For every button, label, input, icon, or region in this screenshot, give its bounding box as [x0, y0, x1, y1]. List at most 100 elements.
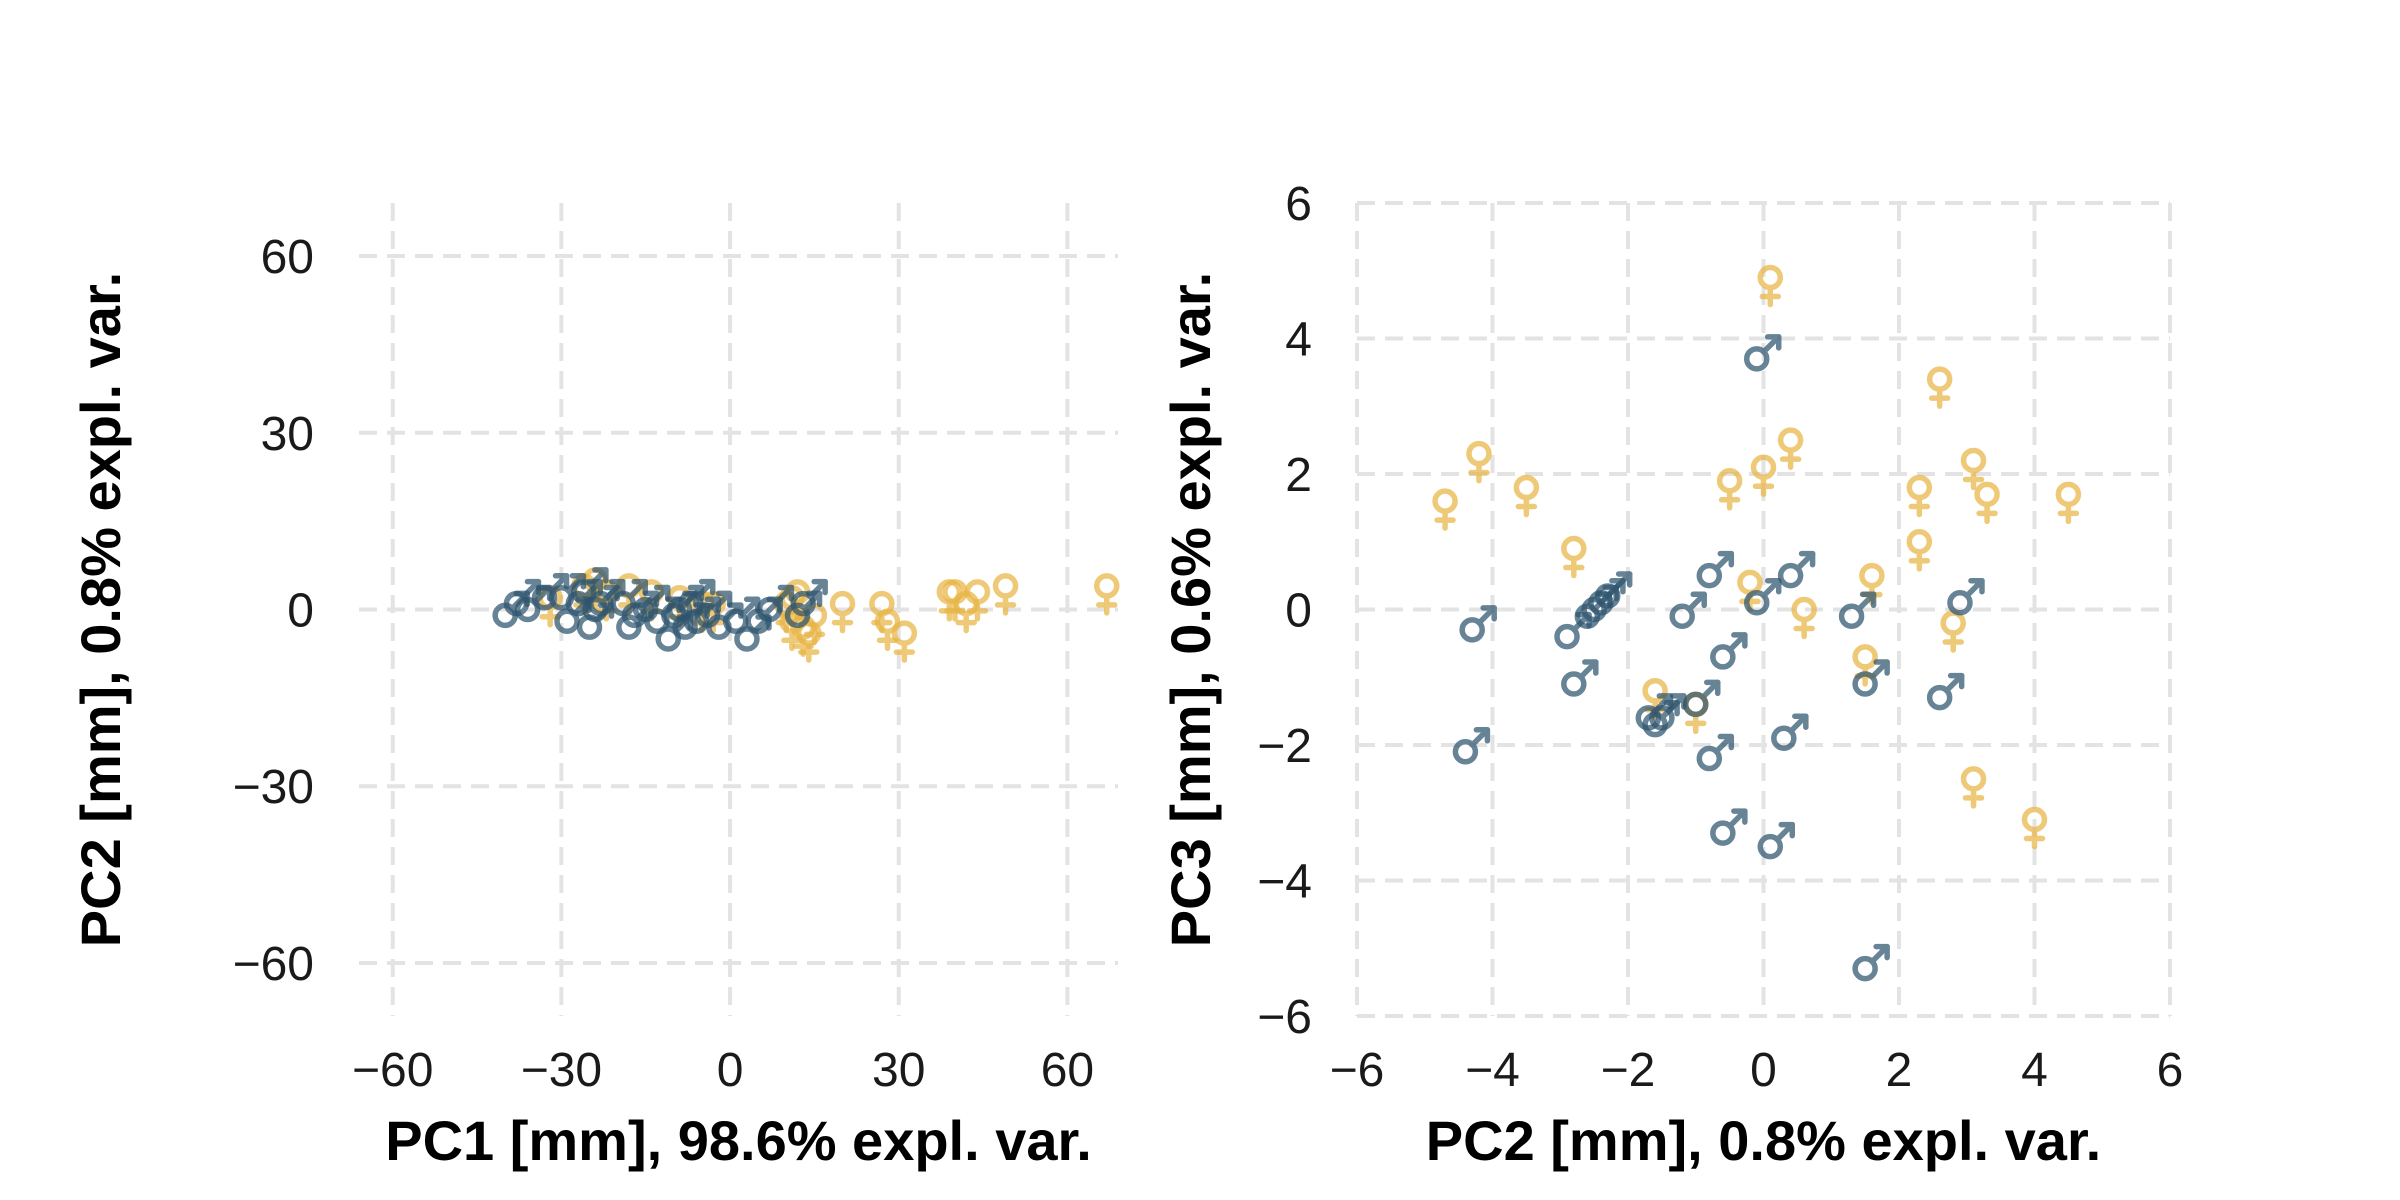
- male-point-0-8_0-5: [1696, 550, 1735, 589]
- female-point-0-1_4-9: [1757, 264, 1784, 308]
- y-tick-label: −60: [233, 938, 314, 991]
- male-symbol-arrow-head: [1731, 632, 1748, 649]
- male-series: [1452, 334, 1985, 982]
- male-symbol-arrow-head: [1615, 571, 1633, 588]
- male-symbol-icon: [1459, 617, 1485, 643]
- y-tick-label: 0: [1285, 585, 1312, 638]
- male-symbol-arrow-head: [1582, 659, 1599, 676]
- male-symbol-icon: [1696, 745, 1723, 772]
- male-symbol-arrow-head: [1873, 659, 1890, 676]
- y-tick-label: −30: [233, 761, 314, 814]
- female-symbol-icon: [992, 573, 1019, 599]
- x-tick-label: −4: [1465, 1044, 1520, 1097]
- male-symbol-arrow-head: [552, 572, 570, 590]
- y-tick-label: 2: [1285, 449, 1312, 502]
- x-axis-title: PC1 [mm], 98.6% expl. var.: [385, 1109, 1092, 1172]
- male-point-2-8_1-1: [1561, 659, 1599, 697]
- x-tick-label: 6: [2157, 1044, 2184, 1097]
- female-symbol-icon: [1859, 562, 1885, 589]
- pc1-pc2-scatter-panel: −60 −30 0 30 60 −60 −30 0 30 60 PC1 [mm], 98.6% ex…: [69, 203, 1120, 1172]
- male-symbol-arrow-head: [1704, 679, 1721, 697]
- male-symbol-icon: [1743, 589, 1770, 616]
- male-point-4-4_2-1: [1452, 727, 1491, 765]
- male-symbol-icon: [571, 579, 597, 605]
- male-point-0-4_0-5: [1777, 550, 1816, 589]
- male-point-0-8_2-2: [1696, 733, 1735, 772]
- male-point-2-9_0-4: [1554, 611, 1592, 650]
- male-symbol-arrow-head: [1873, 943, 1890, 961]
- y-axis-title: PC2 [mm], 0.8% expl. var.: [69, 272, 132, 947]
- male-symbol-arrow-head: [1778, 821, 1796, 839]
- x-tick-label: 0: [717, 1044, 744, 1097]
- x-axis-title: PC2 [mm], 0.8% expl. var.: [1426, 1109, 2101, 1172]
- male-symbol-icon: [554, 608, 580, 635]
- male-symbol-icon: [1669, 603, 1695, 630]
- male-symbol-arrow-head: [1798, 550, 1816, 568]
- female-point-4-7_1-6: [1432, 488, 1458, 531]
- female-point-3-1_2-2: [1960, 447, 1987, 491]
- male-symbol-arrow-head: [631, 578, 648, 596]
- female-point-2-8_0-9: [1561, 535, 1587, 579]
- female-point-67_4: [1094, 573, 1120, 616]
- female-symbol-icon: [1561, 535, 1587, 562]
- female-point-4-5_1-7: [2055, 481, 2082, 525]
- female-series: [1432, 264, 2082, 850]
- female-point-49_4: [992, 573, 1019, 616]
- male-symbol-icon: [1947, 589, 1973, 616]
- male-symbol-icon: [1838, 603, 1865, 630]
- male-symbol-icon: [1926, 684, 1953, 711]
- male-symbol-icon: [1743, 346, 1770, 372]
- male-point-0-1_0-1: [1743, 577, 1782, 616]
- y-tick-label: 6: [1285, 178, 1312, 231]
- male-symbol-icon: [734, 626, 760, 652]
- female-symbol-icon: [1940, 610, 1966, 636]
- male-symbol-arrow-head: [1764, 577, 1782, 595]
- male-symbol-arrow-head: [1480, 605, 1497, 622]
- male-point-2-6_1-3: [1926, 672, 1965, 711]
- male-symbol-arrow-head: [811, 578, 828, 596]
- male-point-0-1_3-7: [1743, 334, 1782, 372]
- y-axis-title: PC3 [mm], 0.6% expl. var.: [1159, 272, 1222, 947]
- male-point-26_3: [571, 567, 609, 605]
- female-point-0-4_2-5: [1777, 427, 1804, 470]
- female-symbol-icon: [1094, 573, 1120, 599]
- male-symbol-icon: [1771, 725, 1797, 751]
- male-symbol-icon: [1777, 562, 1804, 589]
- pc2-pc3-scatter-panel: −6 −4 −2 0 2 4 6 −6 −4 −2 0 2 4 6 PC2 [mm], 0.8% expl.…: [1159, 178, 2183, 1172]
- male-symbol-icon: [1683, 691, 1709, 718]
- y-tick-label: 60: [261, 231, 314, 284]
- male-symbol-arrow-head: [1859, 591, 1877, 609]
- male-symbol-icon: [1696, 562, 1723, 589]
- y-tick-label: −2: [1257, 720, 1312, 773]
- male-point-2-3_0-2: [1594, 571, 1633, 609]
- male-point-0-3_1-9: [1771, 713, 1809, 751]
- male-point-0-6_0-7: [1710, 632, 1748, 670]
- male-point-1-3_0-1: [1838, 591, 1877, 630]
- female-symbol-icon: [1960, 447, 1987, 474]
- x-tick-label: 2: [1886, 1044, 1913, 1097]
- male-symbol-arrow-head: [1690, 591, 1707, 609]
- female-symbol-icon: [1852, 644, 1878, 670]
- male-series: [492, 567, 828, 652]
- male-symbol-arrow-head: [1717, 550, 1735, 568]
- female-point-3-1_2-5: [1960, 766, 1987, 809]
- male-symbol-icon: [1852, 671, 1878, 697]
- y-tick-label: −6: [1257, 991, 1312, 1044]
- male-point-7_0: [756, 584, 795, 623]
- male-symbol-icon: [790, 590, 816, 617]
- female-symbol-icon: [1757, 264, 1784, 291]
- female-point-4-2_2-3: [1466, 440, 1492, 484]
- female-point-0-6_0: [1791, 596, 1817, 640]
- male-point-0-6_3-3: [1710, 808, 1748, 846]
- male-symbol-icon: [514, 596, 541, 623]
- male-point-4-3_0-3: [1459, 605, 1497, 643]
- x-tick-label: −60: [352, 1044, 433, 1097]
- female-symbol-icon: [1513, 474, 1540, 501]
- y-tick-label: −4: [1257, 856, 1312, 909]
- female-symbol-icon: [1777, 427, 1804, 453]
- y-tick-label: 0: [287, 585, 314, 638]
- female-symbol-icon: [1960, 766, 1987, 792]
- female-symbol-icon: [1926, 366, 1953, 392]
- male-symbol-arrow-head: [1968, 577, 1985, 595]
- female-point-0_2-1: [1750, 454, 1777, 497]
